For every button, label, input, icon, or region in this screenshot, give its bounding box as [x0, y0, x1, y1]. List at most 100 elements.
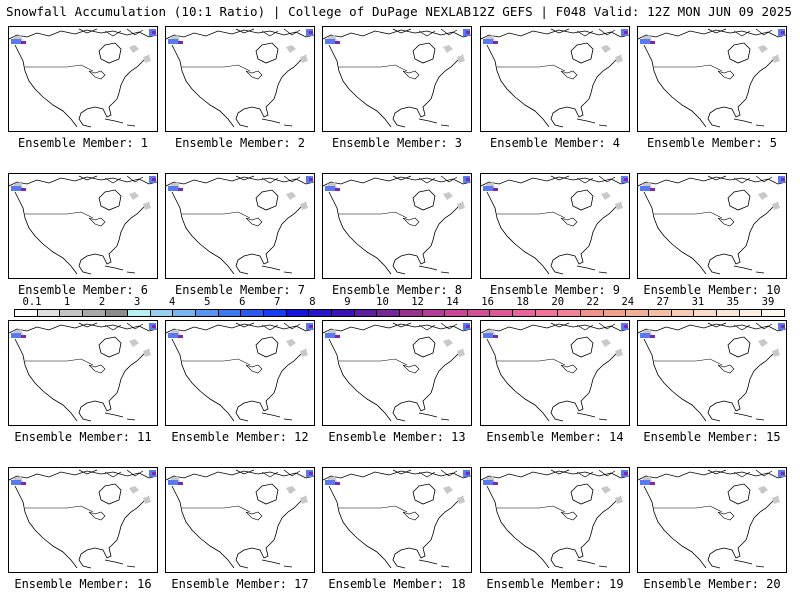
- colorbar-swatch: [37, 310, 61, 316]
- colorbar-tick-label: 4: [169, 296, 176, 308]
- north-america-map: [638, 175, 786, 275]
- north-america-map: [481, 469, 629, 569]
- colorbar-tick-label: 6: [239, 296, 246, 308]
- north-america-map: [638, 322, 786, 422]
- north-america-map: [638, 469, 786, 569]
- colorbar-tick-label: 0.1: [22, 296, 42, 308]
- colorbar-tick-label: 2: [98, 296, 106, 308]
- colorbar-tick-label: 3: [133, 296, 141, 308]
- ensemble-member-label: Ensemble Member: 8: [331, 283, 463, 297]
- ensemble-member-map[interactable]: [637, 320, 787, 426]
- ensemble-member-map[interactable]: [8, 320, 158, 426]
- north-america-map: [323, 175, 471, 275]
- colorbar-swatch: [490, 310, 514, 316]
- colorbar: [14, 309, 785, 317]
- ensemble-member-label: Ensemble Member: 11: [14, 430, 152, 444]
- colorbar-swatch: [377, 310, 400, 316]
- ensemble-member-label: Ensemble Member: 13: [328, 430, 466, 444]
- north-america-map: [166, 28, 314, 128]
- colorbar-tick-label: 18: [516, 296, 529, 308]
- colorbar-tick-label: 10: [376, 296, 389, 308]
- colorbar-swatch: [671, 310, 695, 316]
- ensemble-member-label: Ensemble Member: 15: [643, 430, 781, 444]
- colorbar-swatch: [15, 310, 38, 316]
- ensemble-member-label: Ensemble Member: 1: [17, 136, 149, 150]
- ensemble-member-label: Ensemble Member: 2: [174, 136, 306, 150]
- ensemble-member-map[interactable]: [165, 320, 315, 426]
- ensemble-member-map[interactable]: [8, 26, 158, 132]
- colorbar-swatch: [173, 310, 197, 316]
- colorbar-swatch: [286, 310, 310, 316]
- ensemble-member-map[interactable]: [637, 26, 787, 132]
- colorbar-tick-label: 22: [586, 296, 600, 308]
- colorbar-tick-label: 20: [551, 296, 565, 308]
- colorbar-swatch: [60, 310, 83, 316]
- ensemble-member-map[interactable]: [480, 173, 630, 279]
- ensemble-member-map[interactable]: [165, 26, 315, 132]
- chart-title: Snowfall Accumulation (10:1 Ratio) | Col…: [6, 4, 472, 19]
- colorbar-swatch: [105, 310, 129, 316]
- north-america-map: [9, 28, 157, 128]
- ensemble-member-label: Ensemble Member: 18: [328, 577, 466, 591]
- north-america-map: [9, 175, 157, 275]
- colorbar-swatch: [467, 310, 491, 316]
- colorbar-swatch: [264, 310, 287, 316]
- colorbar-swatch: [739, 310, 763, 316]
- ensemble-member-label: Ensemble Member: 14: [486, 430, 624, 444]
- ensemble-member-label: Ensemble Member: 10: [643, 283, 781, 297]
- ensemble-member-map[interactable]: [322, 467, 472, 573]
- ensemble-member-map[interactable]: [480, 467, 630, 573]
- colorbar-tick-label: 14: [446, 296, 459, 308]
- colorbar-swatch: [331, 310, 355, 316]
- colorbar-swatch: [558, 310, 582, 316]
- colorbar-tick-label: 16: [481, 296, 494, 308]
- ensemble-member-map[interactable]: [322, 173, 472, 279]
- ensemble-member-label: Ensemble Member: 6: [17, 283, 149, 297]
- colorbar-tick-label: 12: [411, 296, 424, 308]
- colorbar-labels: 0.1 1 2 3 4 5 6 7 8 9 10 12 14 16 18 20 22 24 27 31 35 39: [0, 296, 800, 309]
- colorbar-tick-label: 39: [761, 296, 775, 308]
- colorbar-swatch: [150, 310, 174, 316]
- colorbar-tick-label: 35: [726, 296, 740, 308]
- colorbar-swatch: [196, 310, 219, 316]
- ensemble-member-map[interactable]: [637, 467, 787, 573]
- ensemble-member-map[interactable]: [322, 320, 472, 426]
- north-america-map: [481, 322, 629, 422]
- colorbar-swatch: [128, 310, 151, 316]
- colorbar-swatch: [399, 310, 423, 316]
- ensemble-member-map[interactable]: [322, 26, 472, 132]
- north-america-map: [481, 28, 629, 128]
- ensemble-member-map[interactable]: [480, 320, 630, 426]
- ensemble-member-label: Ensemble Member: 7: [174, 283, 306, 297]
- valid-time-label: 12Z GEFS | F048 Valid: 12Z MON JUN 09 20…: [471, 4, 792, 19]
- ensemble-member-label: Ensemble Member: 12: [171, 430, 309, 444]
- ensemble-member-map[interactable]: [637, 173, 787, 279]
- colorbar-tick-label: 7: [274, 296, 281, 308]
- colorbar-swatch: [218, 310, 242, 316]
- ensemble-member-map[interactable]: [165, 467, 315, 573]
- colorbar-tick-label: 24: [621, 296, 635, 308]
- colorbar-swatch: [241, 310, 265, 316]
- north-america-map: [638, 28, 786, 128]
- north-america-map: [166, 175, 314, 275]
- ensemble-member-map[interactable]: [165, 173, 315, 279]
- colorbar-swatch: [354, 310, 378, 316]
- north-america-map: [323, 322, 471, 422]
- ensemble-member-label: Ensemble Member: 4: [489, 136, 621, 150]
- colorbar-swatch: [648, 310, 672, 316]
- colorbar-swatch: [694, 310, 717, 316]
- ensemble-member-map[interactable]: [8, 467, 158, 573]
- colorbar-swatch: [535, 310, 559, 316]
- north-america-map: [323, 28, 471, 128]
- ensemble-member-map[interactable]: [8, 173, 158, 279]
- colorbar-swatch: [626, 310, 649, 316]
- colorbar-tick-label: 27: [656, 296, 670, 308]
- north-america-map: [9, 322, 157, 422]
- ensemble-member-map[interactable]: [480, 26, 630, 132]
- colorbar-swatch: [716, 310, 740, 316]
- ensemble-member-label: Ensemble Member: 5: [646, 136, 778, 150]
- ensemble-member-label: Ensemble Member: 19: [486, 577, 624, 591]
- colorbar-tick-label: 1: [63, 296, 71, 308]
- north-america-map: [166, 469, 314, 569]
- colorbar-swatch: [513, 310, 536, 316]
